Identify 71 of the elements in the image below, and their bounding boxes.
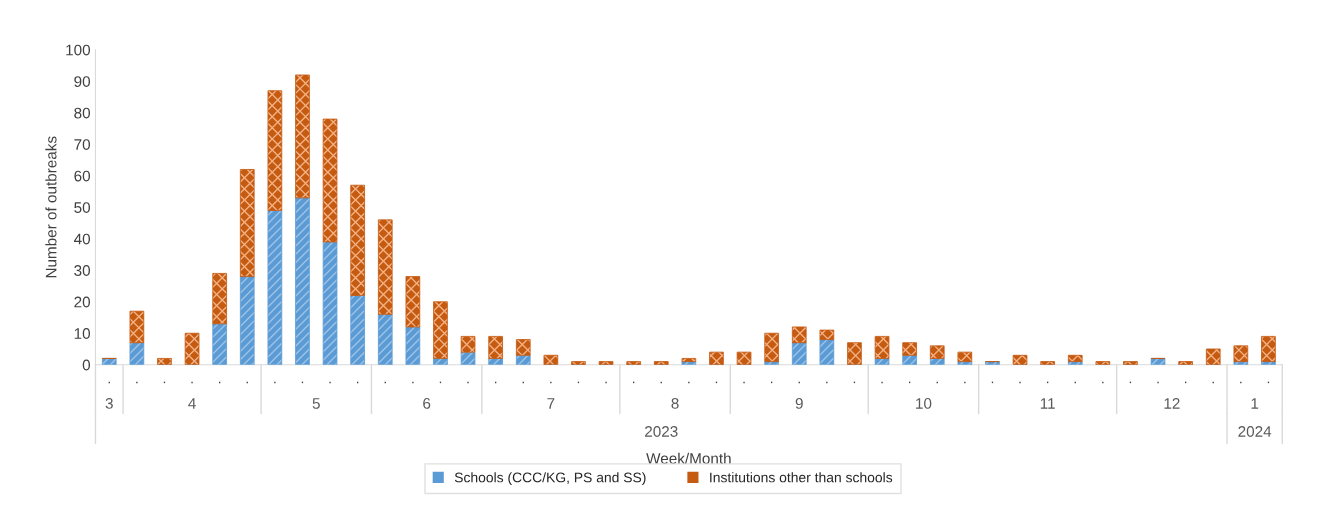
x-tick-label: . (743, 381, 745, 384)
x-tick-label: . (991, 381, 994, 384)
y-axis-title: Number of outbreaks (45, 136, 57, 278)
y-tick-label: 10 (74, 328, 91, 339)
x-tick-label: . (522, 381, 524, 384)
x-tick-label: . (798, 381, 800, 384)
x-tick-label: . (1184, 381, 1187, 384)
text: 5 (312, 398, 320, 409)
x-tick-label: . (577, 381, 580, 384)
text: 2024 (1238, 426, 1272, 437)
x-tick-label: . (136, 381, 138, 384)
x-tick-label: . (467, 381, 469, 384)
y-tick-label: 0 (82, 359, 91, 371)
y-tick-label: 20 (74, 296, 91, 308)
y-tick-label: 30 (74, 265, 91, 276)
x-tick-label: . (219, 381, 221, 384)
y-tick-label: 40 (73, 233, 91, 245)
y-tick-label: 60 (74, 170, 91, 182)
x-tick-label: . (964, 381, 966, 384)
x-tick-label: . (881, 381, 883, 384)
x-tick-label: . (605, 381, 607, 384)
text: 2023 (645, 426, 678, 437)
x-tick-label: . (715, 381, 718, 384)
x-tick-label: . (329, 381, 331, 384)
x-tick-label: . (936, 381, 938, 384)
x-tick-label: . (688, 381, 690, 384)
x-tick-label: . (826, 381, 828, 384)
x-tick-label: . (163, 381, 166, 384)
legend-label: Schools (CCC/KG, PS and SS) (454, 472, 646, 486)
x-tick-label: . (1074, 381, 1076, 384)
text: 7 (547, 398, 555, 409)
y-tick-label: 50 (74, 202, 91, 213)
x-tick-label: . (1102, 381, 1104, 384)
x-axis-title: Week/Month (646, 452, 731, 464)
x-tick-label: . (660, 381, 662, 384)
x-tick-label: . (633, 381, 635, 384)
x-tick-label: . (1129, 381, 1132, 384)
text: 3 (105, 398, 113, 409)
y-tick-label: 70 (74, 139, 91, 150)
x-tick-label: . (384, 381, 386, 384)
x-tick-label: . (1267, 381, 1270, 384)
x-tick-label: . (1157, 381, 1159, 384)
y-tick-label: 80 (74, 107, 91, 119)
y-tick-label: 100 (66, 44, 91, 56)
x-tick-label: . (1240, 381, 1242, 384)
x-tick-label: . (1212, 381, 1214, 384)
text: 4 (188, 398, 196, 409)
text: 6 (423, 398, 431, 409)
text: 10 (916, 398, 932, 409)
x-tick-label: . (274, 381, 276, 384)
x-tick-label: . (357, 381, 359, 384)
x-tick-label: . (191, 381, 193, 384)
x-tick-label: . (412, 381, 414, 384)
legend-label: Institutions other than schools (710, 472, 893, 483)
x-tick-label: . (301, 381, 304, 384)
y-tick-label: 90 (74, 76, 91, 87)
text: 12 (1164, 398, 1180, 409)
x-tick-label: . (853, 381, 856, 384)
text: 9 (795, 398, 803, 409)
x-tick-label: . (495, 381, 497, 384)
x-tick-label: . (1019, 381, 1021, 384)
text: 8 (671, 398, 679, 409)
x-tick-label: . (439, 381, 442, 384)
text: 1 (1251, 398, 1259, 409)
text: 11 (1040, 398, 1055, 409)
x-tick-label: . (908, 381, 911, 384)
x-tick-label: . (246, 381, 248, 384)
x-tick-label: . (1046, 381, 1049, 384)
x-tick-label: . (550, 381, 552, 384)
x-tick-label: . (770, 381, 773, 384)
x-tick-label: . (108, 381, 110, 384)
